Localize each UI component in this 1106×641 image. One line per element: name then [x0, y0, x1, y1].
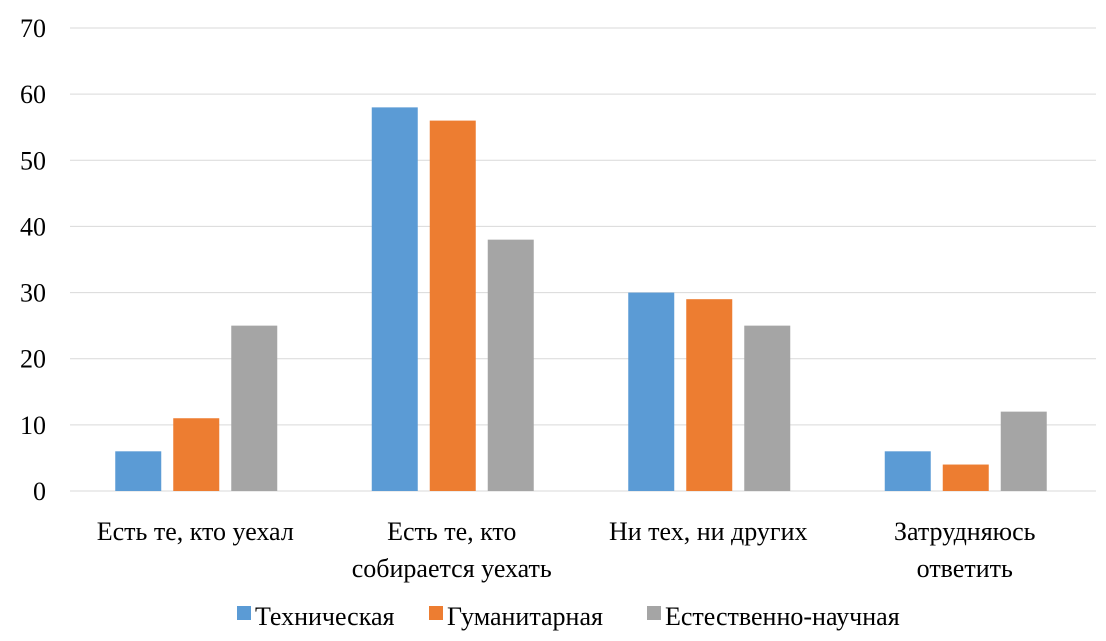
legend-item: Естественно-научная [647, 602, 900, 631]
legend-swatch [429, 606, 443, 620]
legend-item: Техническая [237, 602, 394, 631]
x-axis: Есть те, кто уехал Есть те, кто собирается… [97, 517, 1036, 583]
x-tick-label-line: Есть те, кто [387, 517, 516, 546]
bar [173, 418, 220, 491]
gridlines [70, 27, 1096, 492]
y-tick-label: 10 [20, 411, 46, 440]
legend-swatch [237, 606, 251, 620]
bar [942, 464, 989, 491]
bar [628, 292, 675, 491]
bar [115, 451, 162, 491]
x-tick-label-line: Есть те, кто уехал [97, 517, 294, 546]
bar [371, 107, 418, 491]
bar [686, 299, 733, 491]
y-tick-label: 70 [20, 14, 46, 43]
bar [884, 451, 931, 491]
x-tick-label-line: Затрудняюсь [894, 517, 1036, 546]
bar [231, 325, 278, 491]
x-tick-label: Ни тех, ни других [609, 517, 808, 546]
x-tick-label-line: собирается уехать [352, 554, 552, 583]
y-tick-label: 50 [20, 146, 46, 175]
y-tick-label: 0 [33, 477, 46, 506]
y-axis: 0 10 20 30 40 50 60 70 [20, 14, 46, 506]
x-tick-label-line: ответить [917, 554, 1013, 583]
x-tick-label: Есть те, кто уехал [97, 517, 294, 546]
legend-swatch [647, 606, 661, 620]
y-tick-label: 40 [20, 212, 46, 241]
y-tick-label: 20 [20, 345, 46, 374]
legend-label: Техническая [255, 602, 394, 631]
legend: Техническая Гуманитарная Естественно-научн… [237, 602, 900, 631]
bar [744, 325, 791, 491]
x-tick-label: Есть те, кто собирается уехать [352, 517, 552, 583]
bars [115, 107, 1047, 491]
y-tick-label: 30 [20, 279, 46, 308]
bar [1000, 411, 1047, 491]
x-tick-label-line: Ни тех, ни других [609, 517, 808, 546]
x-tick-label: Затрудняюсь ответить [894, 517, 1036, 583]
legend-label: Естественно-научная [665, 602, 900, 631]
y-tick-label: 60 [20, 80, 46, 109]
bar [429, 120, 476, 491]
legend-label: Гуманитарная [447, 602, 603, 631]
bar [487, 239, 534, 491]
legend-item: Гуманитарная [429, 602, 603, 631]
